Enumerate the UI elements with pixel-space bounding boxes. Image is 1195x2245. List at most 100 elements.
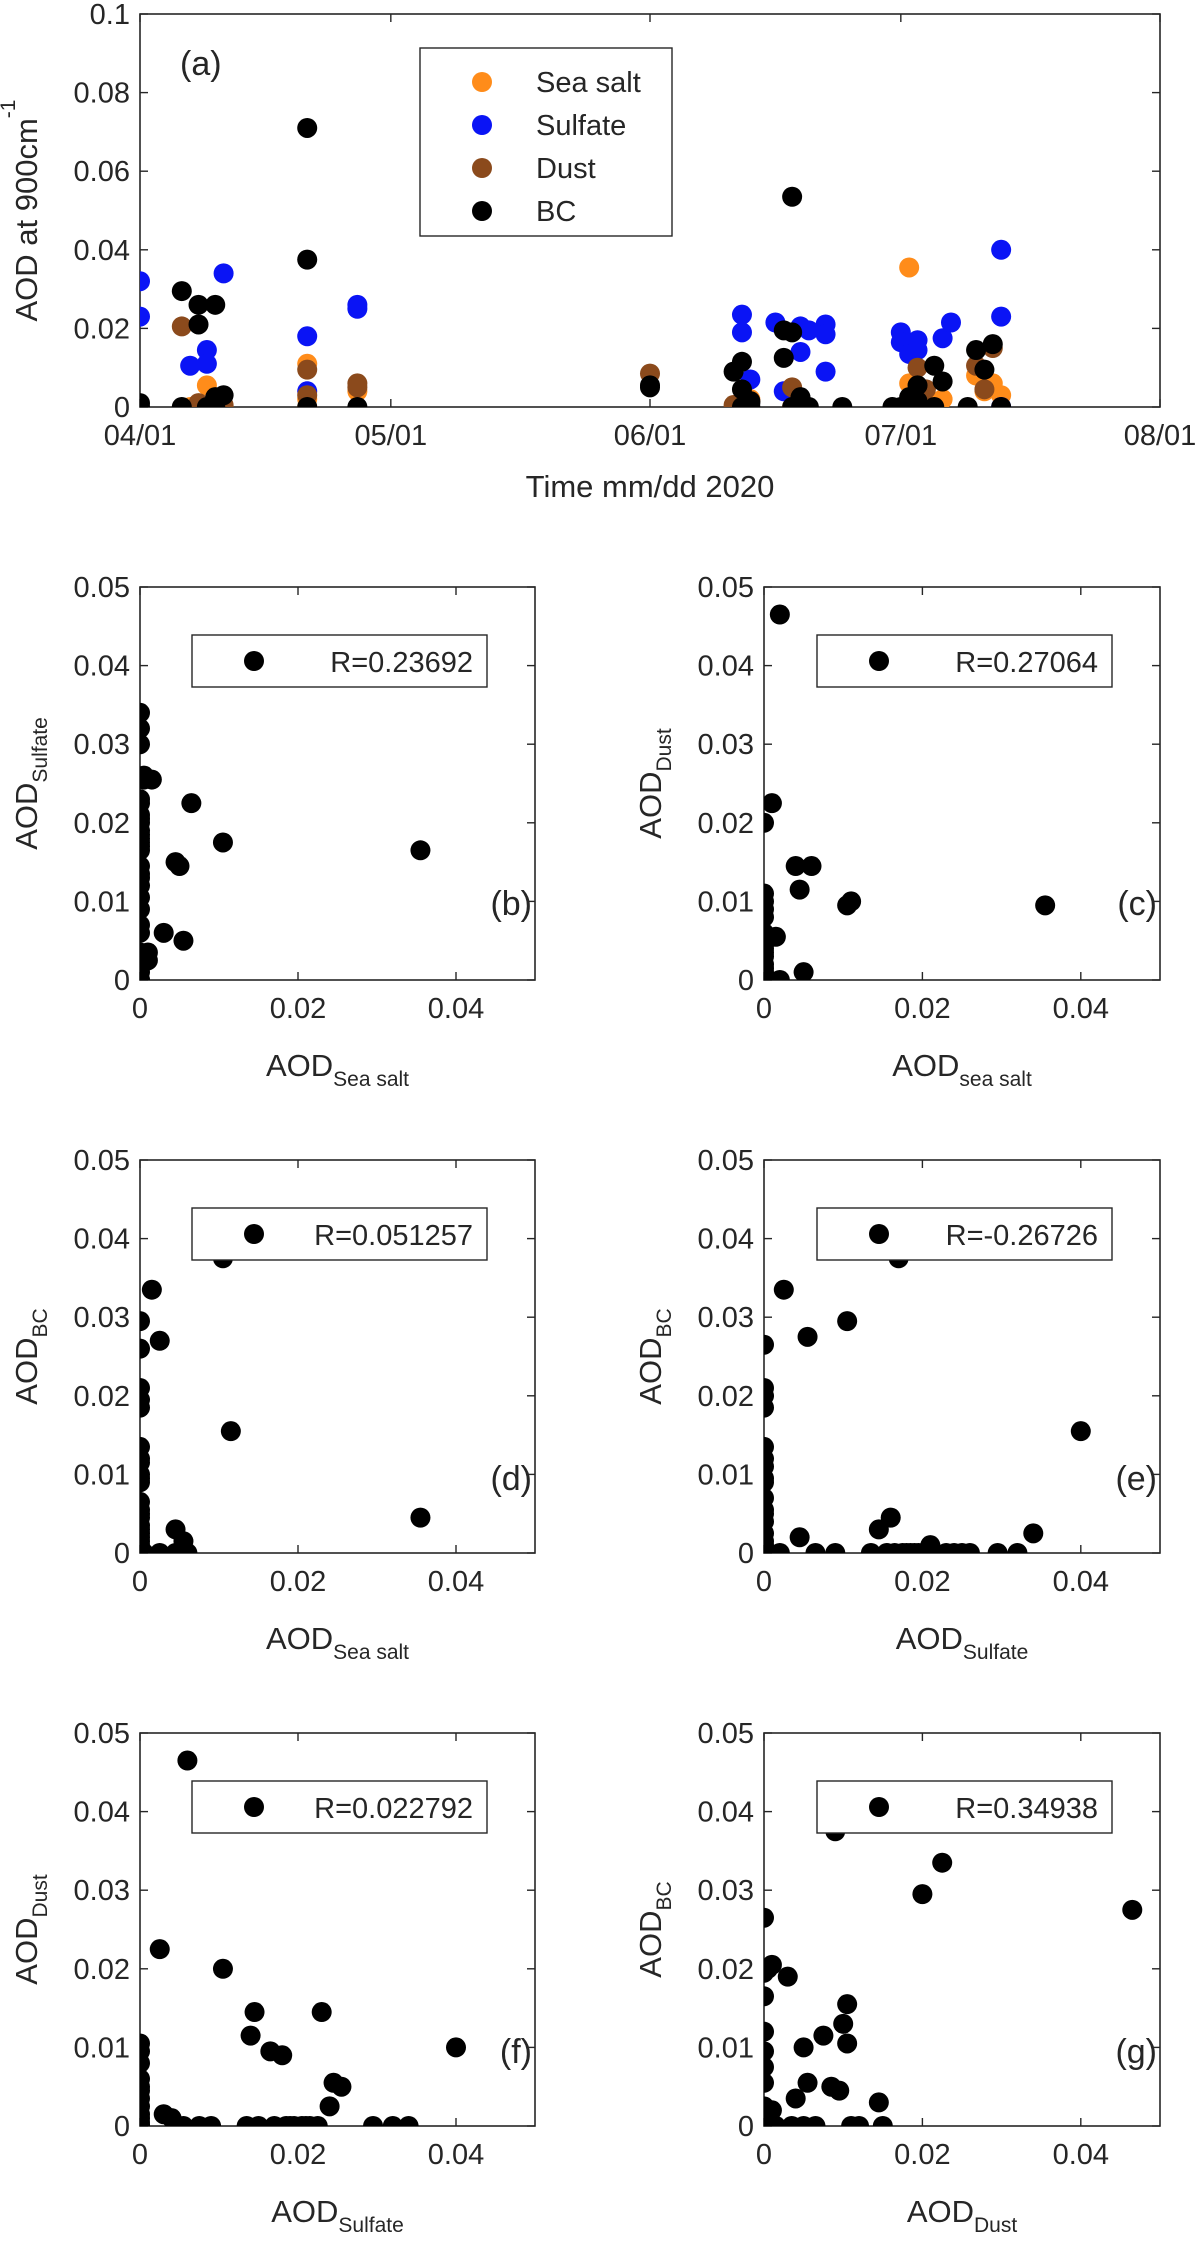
scatter-point	[307, 2116, 328, 2126]
y-tick-label: 0.02	[74, 1381, 130, 1413]
x-axis-title: Time mm/dd 2020	[526, 469, 775, 504]
chart-panel-d: 0 0.01 0.02 0.03 0.04 0.05 0 0.02 0.04 AODSea sal…	[9, 1145, 536, 1664]
y-tick-label: 0.03	[74, 729, 130, 761]
dust-point	[907, 357, 928, 378]
dust-point	[347, 377, 368, 398]
y-tick-label: 0.02	[698, 1381, 754, 1413]
y-tick-label: 0.01	[74, 1459, 130, 1491]
x-tick-label: 05/01	[355, 420, 428, 452]
y-tick-label: 0.01	[698, 2032, 754, 2064]
y-tick-label: 0	[738, 1538, 754, 1570]
y-axis-subscript: BC	[29, 1308, 52, 1337]
chart-panel-b: 0 0.01 0.02 0.03 0.04 0.05 0 0.02 0.04 AODSea sal…	[9, 572, 536, 1091]
scatter-point	[140, 1311, 150, 1332]
y-tick-label: 0.04	[74, 1224, 130, 1256]
x-axis-title: AODSulfate	[271, 2194, 404, 2237]
sulfate-point	[731, 304, 752, 325]
dust-point	[171, 316, 192, 337]
legend-frame	[816, 1207, 1113, 1261]
legend-frame	[191, 634, 488, 688]
scatter-point	[764, 1907, 774, 1928]
panel-tag: (d)	[490, 1460, 532, 1498]
y-axis-superscript: -1	[0, 100, 20, 119]
bc-point	[974, 359, 995, 380]
y-tick-label: 0.02	[74, 313, 130, 345]
legend-marker	[472, 115, 492, 135]
scatter-point	[141, 1279, 162, 1300]
chart-panel-f: 0 0.01 0.02 0.03 0.04 0.05 0 0.02 0.04 AODSulfate…	[9, 1718, 536, 2237]
scatter-point	[872, 2116, 893, 2126]
scatter-point	[801, 856, 822, 877]
correlation-label: R=0.051257	[314, 1220, 473, 1252]
scatter-point	[140, 1472, 150, 1493]
bc-point	[347, 397, 368, 407]
scatter-point	[311, 2002, 332, 2023]
scatter-point	[987, 1543, 1008, 1553]
scatter-point	[1122, 1899, 1143, 1920]
scatter-point	[793, 962, 814, 980]
sulfate-point	[790, 341, 811, 362]
panel-tag: (f)	[500, 2033, 532, 2071]
y-tick-label: 0	[114, 965, 130, 997]
scatter-point	[201, 2116, 222, 2126]
scatter-point	[240, 2025, 261, 2046]
bc-point	[297, 397, 318, 407]
plot-area-frame	[763, 1732, 1161, 2127]
scatter-point	[140, 970, 150, 980]
y-axis-title: AOD at 900cm-1	[0, 100, 44, 322]
y-tick-label: 0.02	[74, 808, 130, 840]
chart-panel-e: 0 0.01 0.02 0.03 0.04 0.05 0 0.02 0.04 AODSulfate…	[633, 1145, 1161, 1664]
y-axis-subscript: Dust	[29, 1874, 52, 1917]
legend-frame	[816, 634, 1113, 688]
y-tick-label: 0.06	[74, 156, 130, 188]
legend: R=0.27064	[816, 634, 1113, 688]
bc-point	[297, 117, 318, 138]
bc-point	[773, 347, 794, 368]
bc-point	[991, 397, 1012, 407]
x-axis-subscript: Dust	[974, 2214, 1017, 2237]
scatter-point	[177, 1750, 198, 1771]
x-tick-label: 0.04	[428, 2139, 484, 2171]
y-tick-label: 0	[114, 392, 130, 424]
sulfate-point	[731, 322, 752, 343]
sulfate-point	[140, 306, 150, 327]
scatter-point	[149, 1939, 170, 1960]
y-tick-label: 0.04	[698, 651, 754, 683]
x-tick-label: 08/01	[1124, 420, 1195, 452]
x-axis-title: AODSea salt	[266, 1621, 409, 1664]
scatter-point	[837, 1994, 858, 2015]
y-axis-title: AODDust	[633, 728, 676, 839]
scatter-point	[765, 926, 786, 947]
scatter-point	[177, 1543, 198, 1553]
legend-label: Sulfate	[536, 110, 626, 142]
scatter-point	[837, 1311, 858, 1332]
bc-point	[213, 385, 234, 406]
scatter-point	[140, 1338, 150, 1359]
scatter-point	[769, 1543, 790, 1553]
scatter-point	[410, 1507, 431, 1528]
bc-point	[782, 186, 803, 207]
legend-marker	[472, 201, 492, 221]
bc-point	[982, 334, 1003, 355]
legend: R=-0.26726	[816, 1207, 1113, 1261]
data-points	[140, 1750, 466, 2126]
y-tick-label: 0	[114, 2111, 130, 2143]
y-tick-label: 0	[738, 965, 754, 997]
legend-label: Sea salt	[536, 67, 641, 99]
data-points	[764, 1248, 1091, 1553]
legend-marker	[244, 1224, 264, 1244]
scatter-point	[212, 832, 233, 853]
scatter-point	[764, 812, 774, 833]
legend-frame	[419, 47, 673, 237]
x-axis-subscript: sea salt	[959, 1068, 1032, 1091]
bc-point	[907, 391, 928, 407]
bc-point	[740, 393, 761, 407]
scatter-point	[805, 1543, 826, 1553]
y-tick-label: 0.04	[698, 1224, 754, 1256]
y-tick-label: 0.08	[74, 78, 130, 110]
x-axis-title: AODsea salt	[892, 1048, 1032, 1091]
scatter-point	[849, 2116, 870, 2126]
y-tick-label: 0.03	[74, 1302, 130, 1334]
scatter-point	[773, 1279, 794, 1300]
scatter-point	[793, 2037, 814, 2058]
